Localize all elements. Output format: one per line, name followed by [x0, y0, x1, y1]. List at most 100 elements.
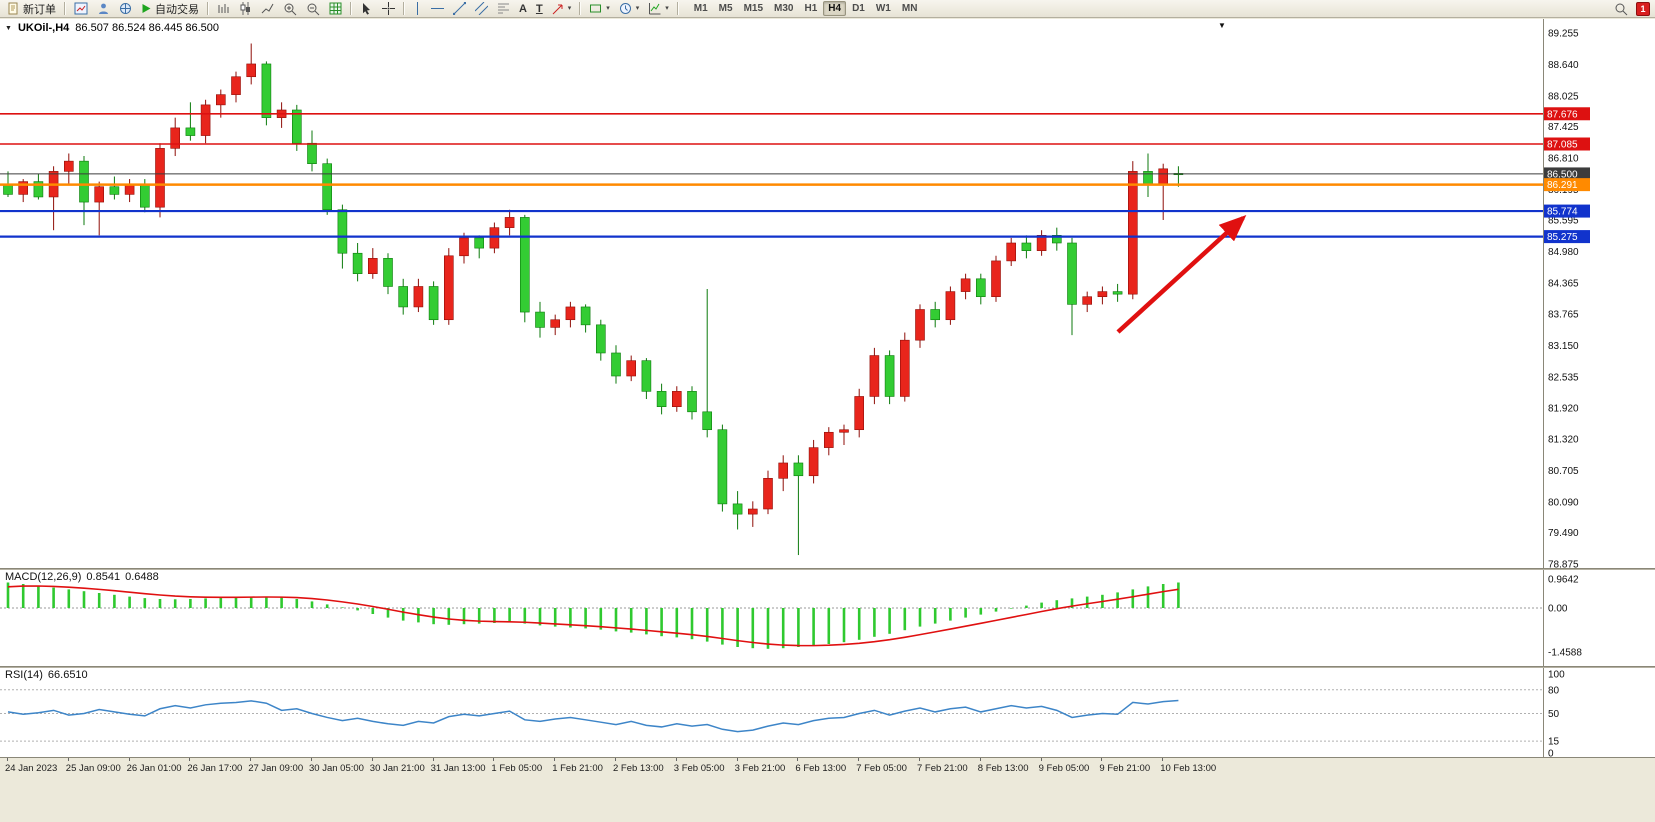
- search-button[interactable]: [1610, 0, 1632, 18]
- timeframe-button-m30[interactable]: M30: [774, 3, 794, 14]
- chart-window-icon: [74, 2, 88, 15]
- time-axis-tick: [189, 758, 191, 761]
- rsi-splitter[interactable]: [0, 666, 1655, 668]
- crosshair-tool-button[interactable]: [378, 0, 399, 18]
- fibonacci-tool-button[interactable]: [493, 0, 514, 18]
- price-level-tag: [1544, 137, 1590, 151]
- trendline-tool-button[interactable]: [449, 0, 470, 18]
- time-axis-tick: [554, 758, 556, 761]
- time-axis-tick: [675, 758, 677, 761]
- price-axis-label: 81.920: [1548, 404, 1579, 415]
- autotrade-button[interactable]: 自动交易: [137, 0, 203, 18]
- tile-windows-button[interactable]: [325, 0, 346, 18]
- macd-axis-label: 0.00: [1548, 604, 1568, 615]
- time-axis-tick: [432, 758, 434, 761]
- time-axis-tick: [7, 758, 8, 761]
- macd-axis-label: -1.4588: [1548, 647, 1582, 658]
- candle-chart-mode-button[interactable]: [235, 0, 256, 18]
- time-axis-label: 2 Feb 13:00: [613, 763, 664, 774]
- candle-body: [1021, 242, 1032, 251]
- candle-body: [687, 391, 697, 413]
- price-axis-label: 82.535: [1548, 372, 1579, 383]
- time-axis-tick: [1101, 758, 1103, 761]
- alert-badge[interactable]: 1: [1636, 1, 1650, 16]
- price-axis-label: 80.705: [1548, 466, 1579, 477]
- cursor-tool-button[interactable]: [356, 0, 377, 18]
- timeframe-button-m1[interactable]: M1: [693, 3, 708, 14]
- zoom-out-button[interactable]: [302, 0, 324, 18]
- charts-button[interactable]: [70, 0, 92, 18]
- macd-axis-label: 0.9642: [1548, 575, 1579, 586]
- autoscroll-marker-icon: ▼: [1218, 21, 1226, 30]
- new-order-button[interactable]: 新订单: [3, 0, 60, 18]
- shapes-tool-button[interactable]: ▾: [585, 0, 614, 18]
- vertical-line-icon: [413, 2, 422, 15]
- time-axis-tick: [858, 758, 860, 761]
- bar-chart-mode-button[interactable]: [213, 0, 234, 18]
- timeframe-button-d1[interactable]: D1: [852, 3, 865, 14]
- profiles-button[interactable]: [93, 0, 114, 18]
- timeframe-button-m5[interactable]: M5: [718, 3, 733, 14]
- macd-panel[interactable]: 0.9642 0.00 -1.4588: [0, 570, 1655, 666]
- globe-icon: [119, 2, 132, 15]
- cycles-tool-button[interactable]: ▾: [615, 0, 644, 18]
- toolbar-separator: [350, 2, 352, 15]
- price-axis-label: 79.490: [1548, 528, 1579, 539]
- vertical-line-tool-button[interactable]: [409, 0, 426, 18]
- arrows-tool-button[interactable]: ▾: [548, 0, 576, 18]
- rsi-label: RSI(14) 66.6510: [5, 669, 88, 681]
- cursor-icon: [360, 2, 373, 15]
- macd-label: MACD(12,26,9) 0.8541 0.6488: [5, 571, 159, 583]
- candle-body: [1052, 235, 1062, 244]
- refresh-button[interactable]: [115, 0, 136, 18]
- price-level-tag-label: 86.500: [1547, 169, 1578, 180]
- candle-body: [64, 160, 74, 172]
- price-level-tag: [1544, 167, 1590, 181]
- symbol-dropdown-icon[interactable]: ▼: [5, 24, 12, 32]
- price-level-tag-label: 87.676: [1547, 109, 1578, 120]
- candle-body: [1006, 242, 1017, 262]
- line-chart-mode-button[interactable]: [257, 0, 278, 18]
- candle-body: [854, 396, 865, 431]
- timeframe-button-mn[interactable]: MN: [901, 3, 918, 14]
- time-axis-tick: [493, 758, 495, 761]
- search-icon: [1614, 2, 1628, 16]
- candle-body: [504, 217, 515, 228]
- price-level-tag: [1544, 178, 1590, 192]
- time-axis-label: 6 Feb 13:00: [795, 763, 847, 774]
- price-axis-label: 89.255: [1548, 29, 1579, 40]
- channel-tool-button[interactable]: [471, 0, 492, 18]
- timeframe-button-w1[interactable]: W1: [875, 3, 891, 14]
- horizontal-line-tool-button[interactable]: [427, 0, 448, 18]
- timeframe-button-m15[interactable]: M15: [743, 3, 764, 14]
- indicators-button[interactable]: ▾: [644, 0, 673, 18]
- chevron-down-icon: ▾: [606, 5, 610, 12]
- main-price-chart[interactable]: 89.25588.64088.02587.42586.81086.19585.5…: [0, 19, 1655, 568]
- zoom-in-button[interactable]: [279, 0, 301, 18]
- candle-body: [428, 286, 439, 321]
- label-tool-button[interactable]: T: [532, 0, 547, 18]
- price-axis-label: 84.980: [1548, 247, 1579, 258]
- candle-body: [869, 355, 880, 397]
- new-order-label: 新订单: [23, 3, 56, 16]
- timeframe-button-h4[interactable]: H4: [823, 1, 847, 16]
- text-tool-button[interactable]: A: [515, 0, 531, 18]
- candle-body: [823, 431, 834, 448]
- time-axis[interactable]: 24 Jan 2023 25 Jan 09:00 26 Jan 01:00 26 Ja…: [0, 757, 1655, 776]
- candle-body: [535, 311, 545, 328]
- macd-splitter[interactable]: [0, 568, 1655, 570]
- candle-body: [763, 478, 773, 510]
- rsi-name: RSI(14): [5, 669, 43, 681]
- candle-body: [839, 429, 849, 433]
- candle-body: [18, 181, 29, 195]
- timeframe-button-h1[interactable]: H1: [804, 3, 818, 14]
- price-level-tag-label: 85.275: [1547, 232, 1578, 243]
- candle-body: [717, 429, 728, 505]
- time-axis-tick: [736, 758, 738, 761]
- candle-body: [626, 360, 637, 377]
- candle-body: [291, 109, 302, 144]
- autotrade-label: 自动交易: [155, 3, 199, 16]
- candle-body: [383, 258, 393, 287]
- candle-body: [1067, 242, 1077, 305]
- rsi-panel[interactable]: 100 80 50 150: [0, 668, 1655, 757]
